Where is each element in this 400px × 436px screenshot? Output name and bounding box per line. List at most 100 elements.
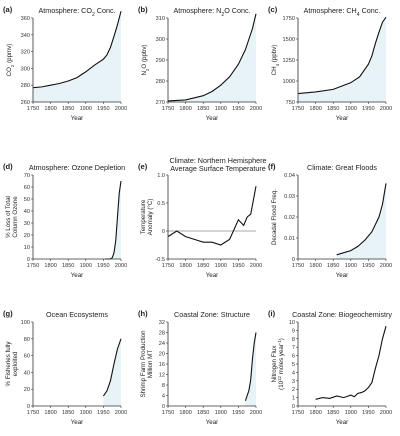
text-part: 4	[275, 63, 280, 66]
y-tick-label: 1000	[283, 79, 295, 85]
text-part: Atmosphere: CO	[38, 6, 92, 15]
y-tick-label: 40	[24, 209, 30, 215]
y-tick-label: 0	[162, 404, 165, 410]
x-tick-label: 1950	[362, 410, 374, 416]
y-tick-label: 0	[292, 257, 295, 263]
x-tick-label: 2000	[115, 106, 127, 112]
y-tick-label: 3	[292, 379, 295, 385]
x-tick-label: 1750	[162, 410, 174, 416]
y-tick-label: 0.5	[157, 201, 165, 207]
area-fill	[168, 13, 256, 102]
x-tick-label: 1750	[292, 106, 304, 112]
y-axis-label: Nitrogen Flux	[271, 345, 278, 383]
text-part: O (ppbv)	[141, 45, 148, 69]
y-tick-label: 1250	[283, 58, 295, 64]
y-tick-label: 5	[292, 362, 295, 368]
y-tick-label: 10	[24, 245, 30, 251]
y-axis-label: Shrimp Farm Production	[140, 330, 147, 398]
text-part: moles year	[278, 344, 285, 376]
x-tick-label: 1950	[97, 263, 109, 269]
x-tick-label: 1900	[345, 106, 357, 112]
x-axis-label: Year	[206, 272, 219, 279]
chart-title: Atmosphere: N2O Conc.	[173, 6, 250, 18]
y-axis-label: Decadal Flood Freq.	[271, 189, 278, 245]
text-part: 12	[277, 375, 282, 380]
chart-title: Coastal Zone: Biogeochemistry	[292, 310, 392, 319]
chart-subtitle: Average Surface Temperature	[170, 164, 266, 173]
text-part: (ppbv)	[271, 45, 278, 64]
panel-letter: (e)	[138, 162, 148, 171]
x-tick-label: 1850	[327, 106, 339, 112]
x-axis-label: Year	[71, 115, 84, 122]
y-axis-label: CO2 (ppmv)	[6, 44, 15, 77]
x-tick-label: 2000	[250, 106, 262, 112]
x-tick-label: 1800	[44, 410, 56, 416]
x-tick-label: 1800	[309, 263, 321, 269]
x-tick-label: 1750	[27, 410, 39, 416]
text-part: Atmosphere: CH	[304, 6, 357, 15]
text-part: Climate: Great Floods	[307, 163, 377, 172]
area-fill	[105, 181, 121, 259]
y-tick-label: 32	[159, 320, 165, 326]
chart-panel: (g) Ocean Ecosystems 0 20 40 60 80 100 1750 1800 1…	[3, 309, 127, 426]
area-fill	[336, 183, 386, 259]
x-axis-label: Year	[206, 419, 219, 426]
x-tick-label: 2000	[250, 263, 262, 269]
y-tick-label: 0.02	[284, 215, 295, 221]
y-tick-label: 20	[159, 352, 165, 358]
y-tick-label: 2	[292, 387, 295, 393]
chart-title: Atmosphere: Ozone Depletion	[29, 163, 125, 172]
x-tick-label: 1800	[309, 410, 321, 416]
text-part: 2	[92, 12, 95, 18]
text-part: Atmosphere: N	[173, 6, 221, 15]
y-tick-label: 1500	[283, 37, 295, 43]
text-part: Conc.	[360, 6, 381, 15]
chart-panel: (b) Atmosphere: N2O Conc.2702802903003101…	[138, 5, 262, 122]
text-part: (10	[278, 380, 285, 390]
y-tick-label: 100	[21, 320, 30, 326]
area-fill	[33, 11, 121, 103]
x-tick-label: 1750	[292, 410, 304, 416]
x-axis-label: Year	[336, 115, 349, 122]
y-axis-label-line2: Million MT	[147, 350, 154, 378]
text-part: )	[278, 338, 285, 340]
x-tick-label: 1850	[327, 410, 339, 416]
x-tick-label: 1800	[44, 106, 56, 112]
panel-letter: (i)	[268, 309, 276, 318]
x-tick-label: 1900	[345, 263, 357, 269]
x-tick-label: 1750	[27, 263, 39, 269]
chart-panel: (i) Coastal Zone: Biogeochemistry01234567…	[268, 309, 392, 426]
y-tick-label: 300	[21, 66, 30, 72]
x-tick-label: 1950	[232, 410, 244, 416]
chart-panel: (h) Coastal Zone: Structure 0 4 8 12 16 20 24 28 3…	[138, 309, 262, 426]
y-axis-label-line2: Column Ozone	[12, 196, 19, 238]
panel-letter: (d)	[3, 162, 13, 171]
area-fill	[298, 17, 386, 102]
y-tick-label: 6	[292, 354, 295, 360]
x-tick-label: 1950	[362, 263, 374, 269]
x-tick-label: 2000	[250, 410, 262, 416]
y-axis-label-line2: Anomaly (°C)	[147, 199, 154, 236]
y-tick-label: 0	[292, 404, 295, 410]
x-tick-label: 1850	[62, 410, 74, 416]
x-tick-label: 1950	[232, 263, 244, 269]
y-tick-label: 8	[162, 383, 165, 389]
x-tick-label: 1850	[197, 263, 209, 269]
x-tick-label: 2000	[380, 106, 392, 112]
x-tick-label: 1900	[215, 410, 227, 416]
text-part: CO	[6, 67, 13, 76]
panel-letter: (f)	[268, 162, 276, 171]
y-tick-label: 360	[21, 16, 30, 22]
chart-panel: (c) Atmosphere: CH4 Conc.7501000125015001…	[268, 5, 392, 122]
y-tick-label: 60	[24, 185, 30, 191]
y-tick-label: 1.0	[157, 173, 165, 179]
series-line	[167, 186, 257, 246]
series-line	[297, 16, 387, 95]
y-tick-label: 0	[27, 404, 30, 410]
y-tick-label: 16	[159, 362, 165, 368]
panel-letter: (b)	[138, 5, 148, 14]
y-tick-label: 24	[159, 341, 165, 347]
y-axis-label-line2: exploited	[12, 351, 19, 376]
y-tick-label: 12	[159, 373, 165, 379]
y-tick-label: -0.5	[155, 257, 165, 263]
